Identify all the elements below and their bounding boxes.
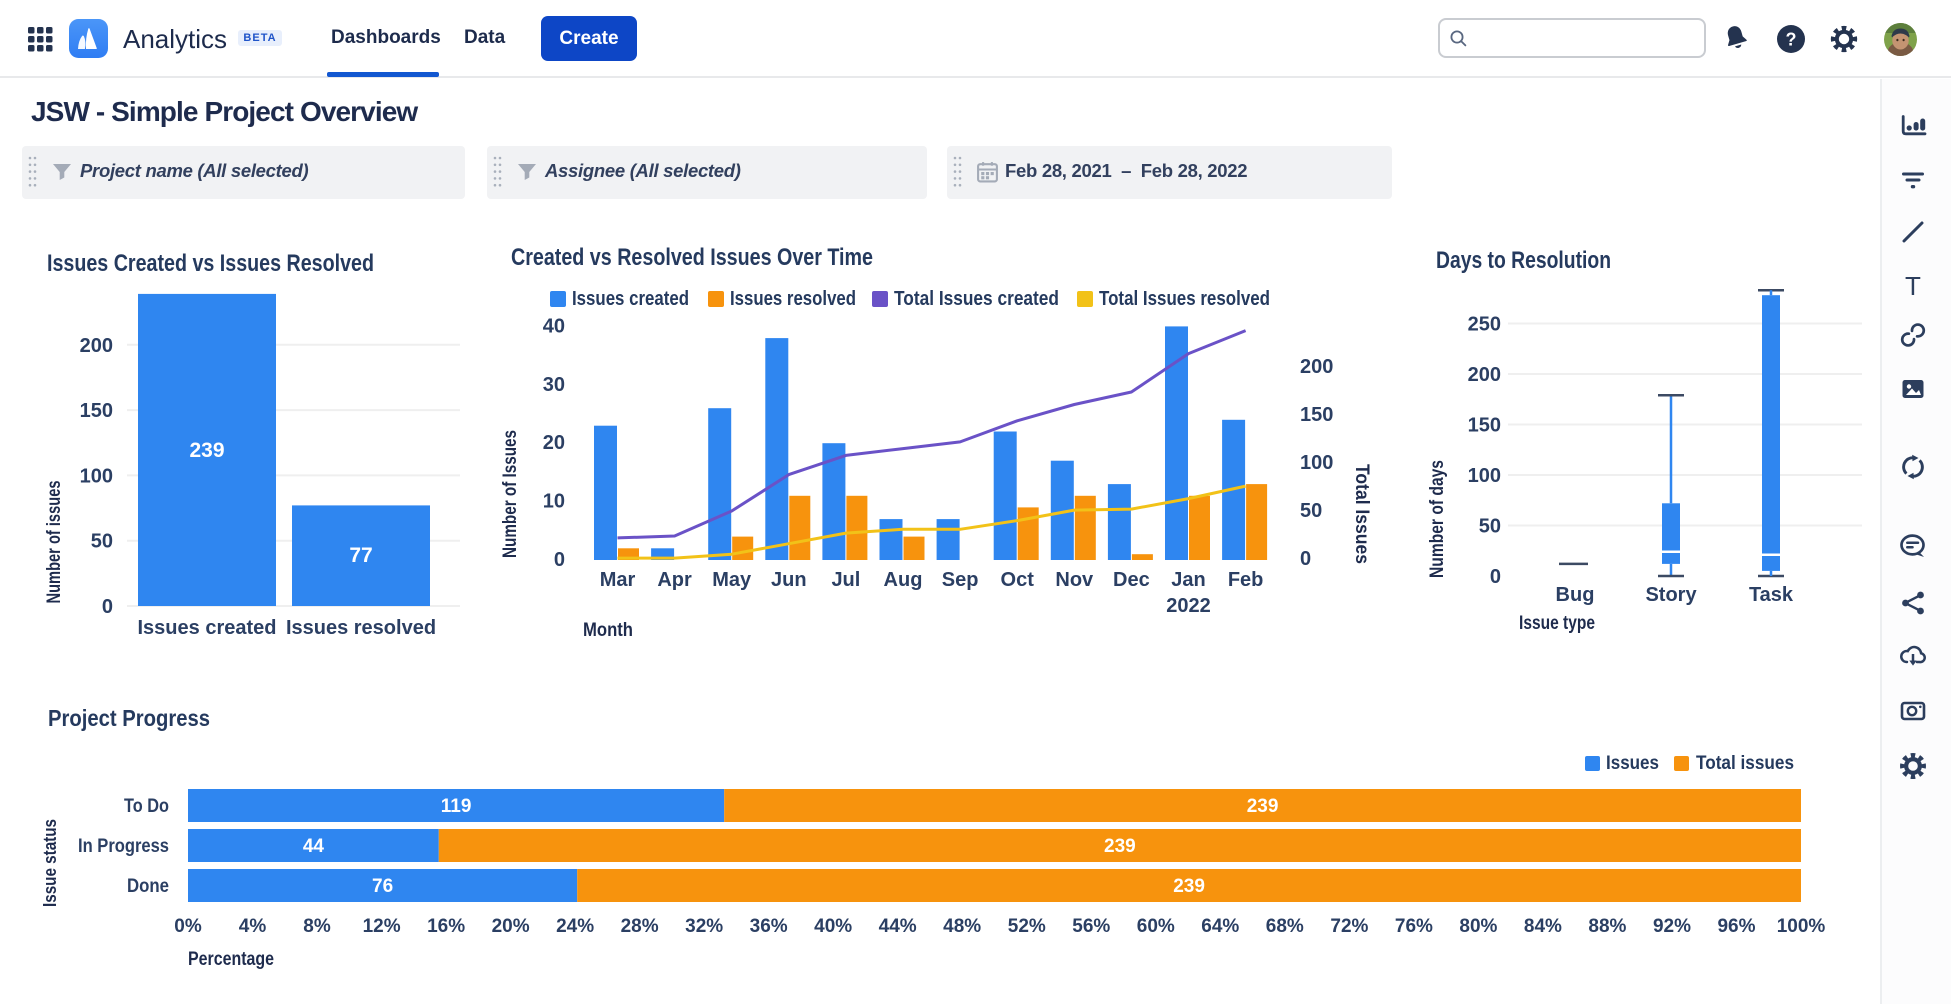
svg-text:0%: 0% <box>174 916 202 937</box>
svg-text:Total issues: Total issues <box>1696 753 1794 774</box>
svg-text:76: 76 <box>372 876 393 897</box>
svg-text:60%: 60% <box>1137 916 1175 937</box>
svg-text:44%: 44% <box>879 916 917 937</box>
svg-text:72%: 72% <box>1330 916 1368 937</box>
svg-text:Issue type: Issue type <box>1519 613 1595 634</box>
svg-text:Aug: Aug <box>884 569 923 591</box>
svg-text:16%: 16% <box>427 916 465 937</box>
svg-text:56%: 56% <box>1072 916 1110 937</box>
svg-text:Sep: Sep <box>942 569 979 591</box>
svg-text:84%: 84% <box>1524 916 1562 937</box>
svg-text:80%: 80% <box>1459 916 1497 937</box>
svg-text:Dec: Dec <box>1113 569 1150 591</box>
svg-text:40%: 40% <box>814 916 852 937</box>
svg-text:Apr: Apr <box>657 569 692 591</box>
svg-text:239: 239 <box>1173 876 1205 897</box>
svg-text:Task: Task <box>1749 584 1794 606</box>
svg-text:250: 250 <box>1468 314 1501 336</box>
svg-text:32%: 32% <box>685 916 723 937</box>
svg-text:Jul: Jul <box>831 569 860 591</box>
svg-text:36%: 36% <box>750 916 788 937</box>
svg-text:Jan: Jan <box>1171 569 1205 591</box>
svg-text:Issues Created vs Issues Resol: Issues Created vs Issues Resolved <box>47 250 374 277</box>
svg-text:88%: 88% <box>1588 916 1626 937</box>
svg-text:Issue status: Issue status <box>40 819 60 907</box>
svg-text:Total Issues: Total Issues <box>1351 464 1372 564</box>
svg-text:40: 40 <box>543 315 565 337</box>
svg-text:Nov: Nov <box>1055 569 1094 591</box>
svg-text:Issues created: Issues created <box>572 288 689 310</box>
svg-text:44: 44 <box>303 836 325 857</box>
svg-text:100%: 100% <box>1777 916 1826 937</box>
svg-text:2022: 2022 <box>1166 595 1211 617</box>
svg-text:10: 10 <box>543 491 565 513</box>
svg-text:Created vs Resolved Issues Ove: Created vs Resolved Issues Over Time <box>511 244 873 271</box>
svg-text:4%: 4% <box>239 916 267 937</box>
svg-text:8%: 8% <box>303 916 331 937</box>
svg-text:20%: 20% <box>492 916 530 937</box>
svg-text:96%: 96% <box>1717 916 1755 937</box>
svg-text:20: 20 <box>543 432 565 454</box>
svg-text:Total Issues resolved: Total Issues resolved <box>1099 288 1270 310</box>
svg-text:50: 50 <box>1300 500 1322 522</box>
svg-text:Oct: Oct <box>1001 569 1035 591</box>
svg-text:48%: 48% <box>943 916 981 937</box>
svg-text:Issues created: Issues created <box>138 617 277 639</box>
svg-text:Feb: Feb <box>1228 569 1264 591</box>
svg-text:100: 100 <box>80 465 113 487</box>
svg-text:24%: 24% <box>556 916 594 937</box>
svg-text:92%: 92% <box>1653 916 1691 937</box>
svg-text:Done: Done <box>127 876 169 897</box>
svg-text:Project Progress: Project Progress <box>48 705 210 731</box>
svg-text:100: 100 <box>1468 465 1501 487</box>
svg-text:150: 150 <box>1300 404 1333 426</box>
svg-text:?: ? <box>1786 30 1797 50</box>
svg-text:28%: 28% <box>621 916 659 937</box>
svg-text:Number of issues: Number of issues <box>44 481 65 604</box>
svg-text:239: 239 <box>189 439 224 462</box>
svg-text:Days to Resolution: Days to Resolution <box>1436 247 1611 274</box>
svg-text:T: T <box>1905 271 1921 299</box>
svg-text:200: 200 <box>1300 356 1333 378</box>
svg-text:To Do: To Do <box>124 796 169 817</box>
svg-text:77: 77 <box>349 544 372 567</box>
svg-text:Issues resolved: Issues resolved <box>286 617 436 639</box>
svg-text:Mar: Mar <box>600 569 636 591</box>
svg-text:Issues: Issues <box>1606 753 1659 774</box>
svg-text:In Progress: In Progress <box>78 836 169 857</box>
svg-text:Issues resolved: Issues resolved <box>730 288 856 310</box>
svg-text:76%: 76% <box>1395 916 1433 937</box>
svg-text:May: May <box>712 569 752 591</box>
svg-text:0: 0 <box>1490 566 1501 588</box>
svg-text:100: 100 <box>1300 452 1333 474</box>
svg-text:Percentage: Percentage <box>188 949 274 970</box>
svg-text:30: 30 <box>543 374 565 396</box>
svg-text:200: 200 <box>80 335 113 357</box>
svg-text:239: 239 <box>1247 796 1279 817</box>
svg-text:12%: 12% <box>363 916 401 937</box>
svg-text:150: 150 <box>80 400 113 422</box>
svg-text:Number of Issues: Number of Issues <box>500 430 521 558</box>
svg-text:64%: 64% <box>1201 916 1239 937</box>
svg-text:239: 239 <box>1104 836 1136 857</box>
svg-text:Month: Month <box>583 620 633 641</box>
svg-text:52%: 52% <box>1008 916 1046 937</box>
svg-text:50: 50 <box>91 531 113 553</box>
svg-text:0: 0 <box>102 596 113 618</box>
svg-text:Story: Story <box>1645 584 1697 606</box>
svg-text:Total Issues created: Total Issues created <box>894 288 1059 310</box>
svg-text:0: 0 <box>1300 548 1311 570</box>
svg-text:50: 50 <box>1479 516 1501 538</box>
svg-text:0: 0 <box>554 549 565 571</box>
svg-text:150: 150 <box>1468 415 1501 437</box>
svg-text:Number of days: Number of days <box>1427 460 1448 578</box>
svg-text:119: 119 <box>441 796 472 817</box>
svg-text:200: 200 <box>1468 364 1501 386</box>
svg-text:Jun: Jun <box>771 569 807 591</box>
svg-text:68%: 68% <box>1266 916 1304 937</box>
svg-text:Bug: Bug <box>1556 584 1595 606</box>
